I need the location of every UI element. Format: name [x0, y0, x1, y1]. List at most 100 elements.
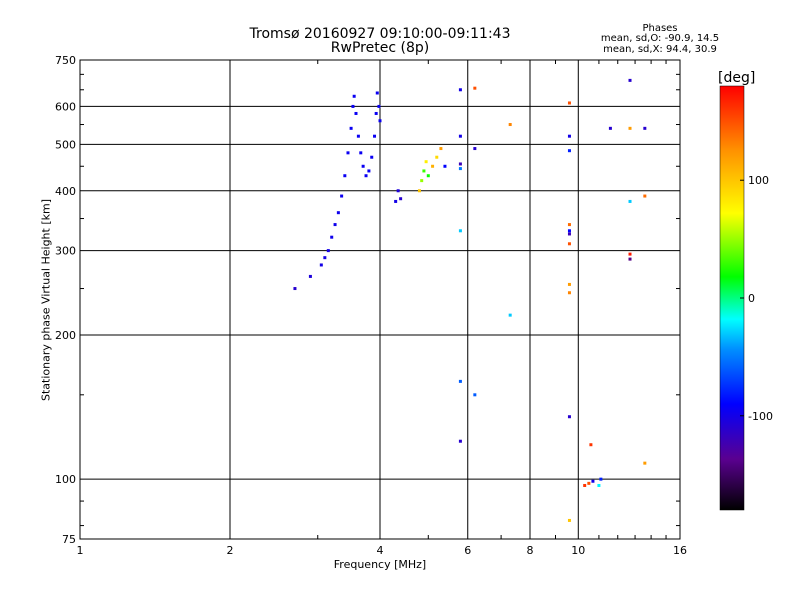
data-point — [293, 287, 297, 291]
data-point — [323, 256, 327, 260]
data-point — [361, 164, 365, 168]
colorbar-tick-label: 0 — [748, 292, 755, 305]
data-point — [473, 147, 477, 151]
data-point — [508, 123, 512, 127]
data-point — [373, 134, 377, 138]
data-point — [333, 223, 337, 227]
data-point — [364, 174, 368, 178]
data-point — [458, 134, 462, 138]
data-point — [458, 162, 462, 166]
data-point — [473, 86, 477, 90]
data-point — [643, 126, 647, 130]
data-point — [422, 169, 426, 173]
data-point — [417, 189, 421, 193]
data-point — [336, 211, 340, 215]
data-point — [458, 379, 462, 383]
data-point — [458, 439, 462, 443]
data-point — [319, 263, 323, 267]
phases-title: Phases — [642, 23, 678, 34]
data-point — [439, 147, 443, 151]
phases-o-stats: mean, sd,O: -90.9, 14.5 — [600, 33, 720, 44]
chart-subtitle: RwPretec (8p) — [330, 40, 430, 56]
y-tick-label: 300 — [55, 245, 76, 258]
y-tick-label: 750 — [55, 54, 76, 67]
data-point — [567, 223, 571, 227]
data-point — [377, 104, 381, 108]
colorbar-tick-label: -100 — [748, 410, 773, 423]
data-point — [587, 481, 591, 485]
data-point — [370, 155, 374, 159]
data-point — [424, 160, 428, 164]
data-point — [351, 104, 355, 108]
data-point — [567, 291, 571, 295]
data-point — [589, 443, 593, 447]
data-point — [394, 199, 398, 203]
data-point — [367, 169, 371, 173]
data-points — [293, 78, 647, 522]
data-point — [375, 91, 379, 95]
data-point — [591, 479, 595, 483]
data-point — [567, 415, 571, 419]
y-tick-label: 100 — [55, 473, 76, 486]
data-point — [352, 94, 356, 98]
data-point — [359, 151, 363, 155]
data-point — [426, 174, 430, 178]
x-tick-label: 6 — [464, 544, 471, 557]
colorbar-label: [deg] — [718, 70, 756, 86]
data-point — [583, 483, 587, 487]
data-point — [399, 197, 403, 201]
data-point — [567, 242, 571, 246]
data-point — [458, 229, 462, 233]
data-point — [396, 189, 400, 193]
data-point — [643, 194, 647, 198]
data-point — [346, 151, 350, 155]
data-point — [567, 282, 571, 286]
phases-x-stats: mean, sd,X: 94.4, 30.9 — [603, 44, 717, 55]
x-tick-label: 2 — [227, 544, 234, 557]
data-point — [567, 229, 571, 233]
x-tick-label: 10 — [571, 544, 585, 557]
data-point — [567, 518, 571, 522]
data-point — [326, 249, 330, 253]
data-point — [308, 274, 312, 278]
colorbar-tick-label: 100 — [748, 174, 769, 187]
data-point — [567, 101, 571, 105]
y-tick-label: 600 — [55, 100, 76, 113]
data-point — [597, 483, 601, 487]
plot-frame — [79, 59, 681, 540]
x-tick-label: 16 — [673, 544, 687, 557]
data-point — [628, 199, 632, 203]
x-tick-label: 1 — [77, 544, 84, 557]
data-point — [643, 461, 647, 465]
data-point — [349, 126, 353, 130]
data-point — [567, 134, 571, 138]
data-point — [628, 257, 632, 261]
data-point — [356, 134, 360, 138]
y-tick-label: 500 — [55, 138, 76, 151]
data-point — [340, 194, 344, 198]
data-point — [473, 393, 477, 397]
y-tick-label: 200 — [55, 329, 76, 342]
data-point — [628, 126, 632, 130]
y-tick-label: 75 — [62, 533, 76, 546]
data-point — [567, 149, 571, 153]
data-point — [330, 235, 334, 239]
data-point — [599, 477, 603, 481]
data-point — [458, 167, 462, 171]
grid-lines — [79, 59, 681, 540]
data-point — [443, 164, 447, 168]
data-point — [354, 111, 358, 115]
data-point — [420, 179, 424, 183]
x-tick-label: 4 — [377, 544, 384, 557]
data-point — [567, 232, 571, 236]
y-axis-label: Stationary phase Virtual Height [km] — [39, 198, 53, 402]
data-point — [508, 313, 512, 317]
data-point — [378, 119, 382, 123]
data-point — [458, 88, 462, 92]
data-point — [374, 111, 378, 115]
data-point — [435, 155, 439, 159]
data-point — [608, 126, 612, 130]
axis-ticks: 1 2 4 6 8 10 16 75 100 200 300 400 500 600 750 — [55, 54, 687, 557]
y-tick-label: 400 — [55, 185, 76, 198]
